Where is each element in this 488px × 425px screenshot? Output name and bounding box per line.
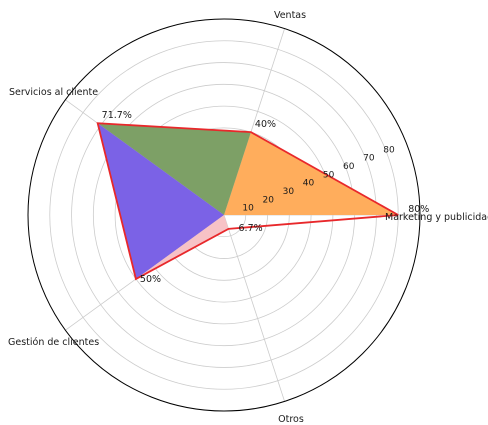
sector-fill <box>97 123 251 215</box>
value-label: 80% <box>408 204 429 215</box>
polar-frame <box>27 18 421 412</box>
sector-fill <box>224 132 399 215</box>
radial-tick-label: 30 <box>283 187 295 197</box>
category-labels: Marketing y publicidad Ventas Servicios al… <box>8 10 488 425</box>
value-label: 71.7% <box>102 110 132 121</box>
radial-tick-labels: 10 20 30 40 50 60 70 80 <box>242 145 395 213</box>
radial-tick-label: 70 <box>363 154 375 164</box>
category-label-gestion-de-clientes: Gestión de clientes <box>8 337 99 348</box>
radial-tick-label: 20 <box>263 195 275 205</box>
category-label-servicios-al-cliente: Servicios al cliente <box>9 87 98 98</box>
category-label-otros: Otros <box>278 414 304 425</box>
radial-tick-label: 80 <box>383 145 395 155</box>
radial-tick-label: 40 <box>303 179 315 189</box>
radial-tick-label: 50 <box>323 170 335 180</box>
sector-fill <box>97 123 224 280</box>
sector-fill <box>135 215 229 280</box>
series-line <box>96 122 399 281</box>
value-label: 50% <box>140 274 161 285</box>
category-label-ventas: Ventas <box>274 10 306 21</box>
radial-tick-label: 10 <box>242 204 254 214</box>
series-outline <box>96 122 399 281</box>
sector-fills <box>97 123 399 280</box>
value-label: 6.7% <box>239 223 263 234</box>
radial-tick-label: 60 <box>343 162 355 172</box>
value-labels: 80% 40% 71.7% 50% 6.7% <box>102 110 430 285</box>
value-label: 40% <box>255 119 276 130</box>
grid-spoke <box>223 214 285 402</box>
category-label-marketing-y-publicidad: Marketing y publicidad <box>385 212 488 223</box>
